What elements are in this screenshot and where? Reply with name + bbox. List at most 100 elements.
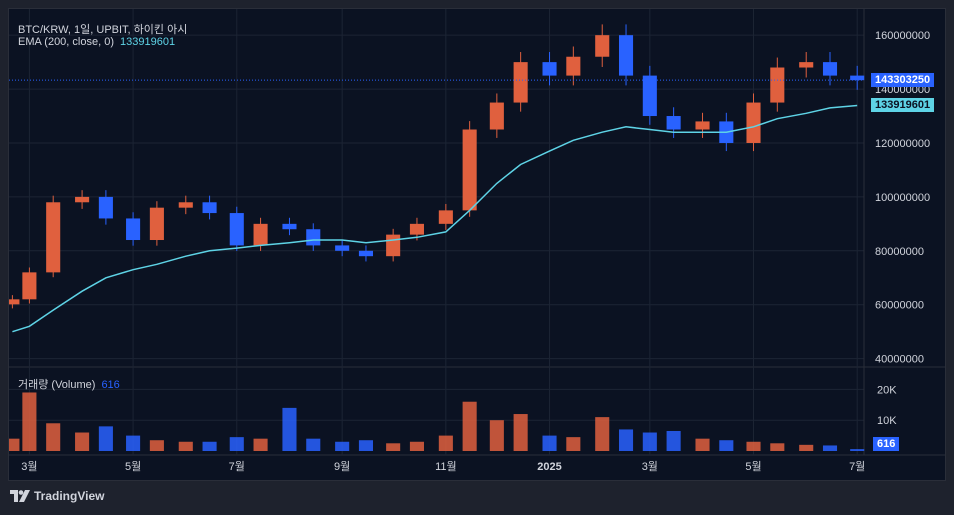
candles xyxy=(9,24,865,309)
volume-bar xyxy=(719,440,734,451)
volume-bar xyxy=(746,441,761,451)
ema-series-line xyxy=(12,104,858,333)
candle-body xyxy=(595,35,610,57)
volume-tick-label: 10K xyxy=(877,415,897,427)
candle-body xyxy=(513,62,528,103)
volume-bar xyxy=(75,432,90,451)
candle-body xyxy=(850,75,865,81)
tradingview-logo-icon xyxy=(10,490,30,502)
candle-body xyxy=(695,121,710,130)
volume-bar xyxy=(178,441,193,451)
volume-bar xyxy=(229,437,244,451)
candle-body xyxy=(386,234,401,257)
candle-body xyxy=(746,102,761,143)
volume-bar xyxy=(149,440,164,451)
last-price-tag: 143303250 xyxy=(871,73,935,88)
candle-body xyxy=(409,223,424,235)
candle-body xyxy=(75,196,90,203)
volume-price-tag: 616 xyxy=(873,437,900,451)
volume-bar xyxy=(799,444,814,451)
price-tick-label: 40000000 xyxy=(875,354,924,366)
volume-bar xyxy=(542,435,557,451)
volume-tick-label: 20K xyxy=(877,384,897,396)
candle-body xyxy=(46,202,61,273)
candle-body xyxy=(462,129,477,211)
candle-body xyxy=(282,223,297,230)
volume-bar xyxy=(850,449,865,451)
volume-bar xyxy=(695,438,710,451)
candle-body xyxy=(666,116,681,130)
volume-bars xyxy=(9,392,865,451)
volume-bar xyxy=(282,407,297,451)
volume-bar xyxy=(306,438,321,451)
volume-bar xyxy=(253,438,268,451)
chart-legend-title: BTC/KRW, 1일, UPBIT, 하이킨 아시 xyxy=(18,21,187,37)
volume-bar xyxy=(513,414,528,451)
volume-bar xyxy=(9,438,20,451)
time-tick-label: 11월 xyxy=(435,460,457,473)
grid-lines xyxy=(9,9,945,456)
candle-body xyxy=(126,218,141,241)
volume-legend: 거래량 (Volume) 616 xyxy=(18,376,120,392)
volume-bar xyxy=(409,441,424,451)
candle-body xyxy=(253,223,268,246)
volume-bar xyxy=(358,440,373,451)
candle-body xyxy=(306,229,321,246)
time-tick-label: 3월 xyxy=(642,460,658,473)
price-tick-label: 80000000 xyxy=(875,246,924,258)
candle-body xyxy=(335,245,350,251)
time-tick-label: 5월 xyxy=(125,460,141,473)
volume-bar xyxy=(386,443,401,451)
volume-bar xyxy=(22,392,37,451)
volume-bar xyxy=(98,426,113,451)
volume-bar xyxy=(770,443,785,451)
time-tick-label: 2025 xyxy=(537,461,561,473)
volume-bar xyxy=(202,441,217,451)
volume-label: 거래량 (Volume) xyxy=(18,379,96,391)
candle-body xyxy=(642,75,657,117)
volume-bar xyxy=(595,417,610,451)
ema-line xyxy=(12,104,858,333)
candle-body xyxy=(438,210,453,224)
ema-legend: EMA (200, close, 0) 133919601 xyxy=(18,36,175,48)
ema-label: EMA (200, close, 0) xyxy=(18,36,114,48)
candle-body xyxy=(566,56,581,76)
candle-body xyxy=(799,62,814,68)
volume-bar xyxy=(666,430,681,451)
chart-canvas[interactable]: 1600000001400000001200000001000000008000… xyxy=(9,9,945,480)
volume-bar xyxy=(335,441,350,451)
ema-price-tag: 133919601 xyxy=(871,98,935,113)
candle-body xyxy=(358,250,373,257)
price-tick-label: 160000000 xyxy=(875,30,930,42)
volume-bar xyxy=(126,435,141,451)
volume-bar xyxy=(46,423,61,451)
volume-bar xyxy=(462,401,477,451)
time-tick-label: 9월 xyxy=(334,460,350,473)
candle-body xyxy=(9,299,20,305)
chart-frame[interactable]: 160000000 140000000 120000000 100000000 8000… xyxy=(8,8,946,481)
volume-bar xyxy=(822,445,838,451)
candle-body xyxy=(178,202,193,208)
brand-name: TradingView xyxy=(34,489,105,503)
candle-body xyxy=(489,102,504,130)
price-tick-label: 100000000 xyxy=(875,192,930,204)
time-tick-label: 3월 xyxy=(21,460,37,473)
price-tick-label: 60000000 xyxy=(875,300,924,312)
footer: TradingView xyxy=(10,489,104,503)
candle-body xyxy=(618,35,634,76)
volume-bar xyxy=(566,437,581,451)
volume-bar xyxy=(618,429,634,451)
candle-body xyxy=(98,196,113,219)
symbol-title: BTC/KRW, 1일, UPBIT, 하이킨 아시 xyxy=(18,24,188,36)
candle-body xyxy=(542,62,557,76)
candle-body xyxy=(202,202,217,214)
volume-bar xyxy=(489,420,504,451)
volume-bar xyxy=(438,435,453,451)
candle-body xyxy=(770,67,785,103)
volume-bar xyxy=(642,432,657,451)
ema-legend-value: 133919601 xyxy=(120,36,176,48)
candle-body xyxy=(149,207,164,241)
volume-legend-value: 616 xyxy=(101,379,120,391)
candle-body xyxy=(822,62,838,76)
candle-body xyxy=(229,213,244,246)
